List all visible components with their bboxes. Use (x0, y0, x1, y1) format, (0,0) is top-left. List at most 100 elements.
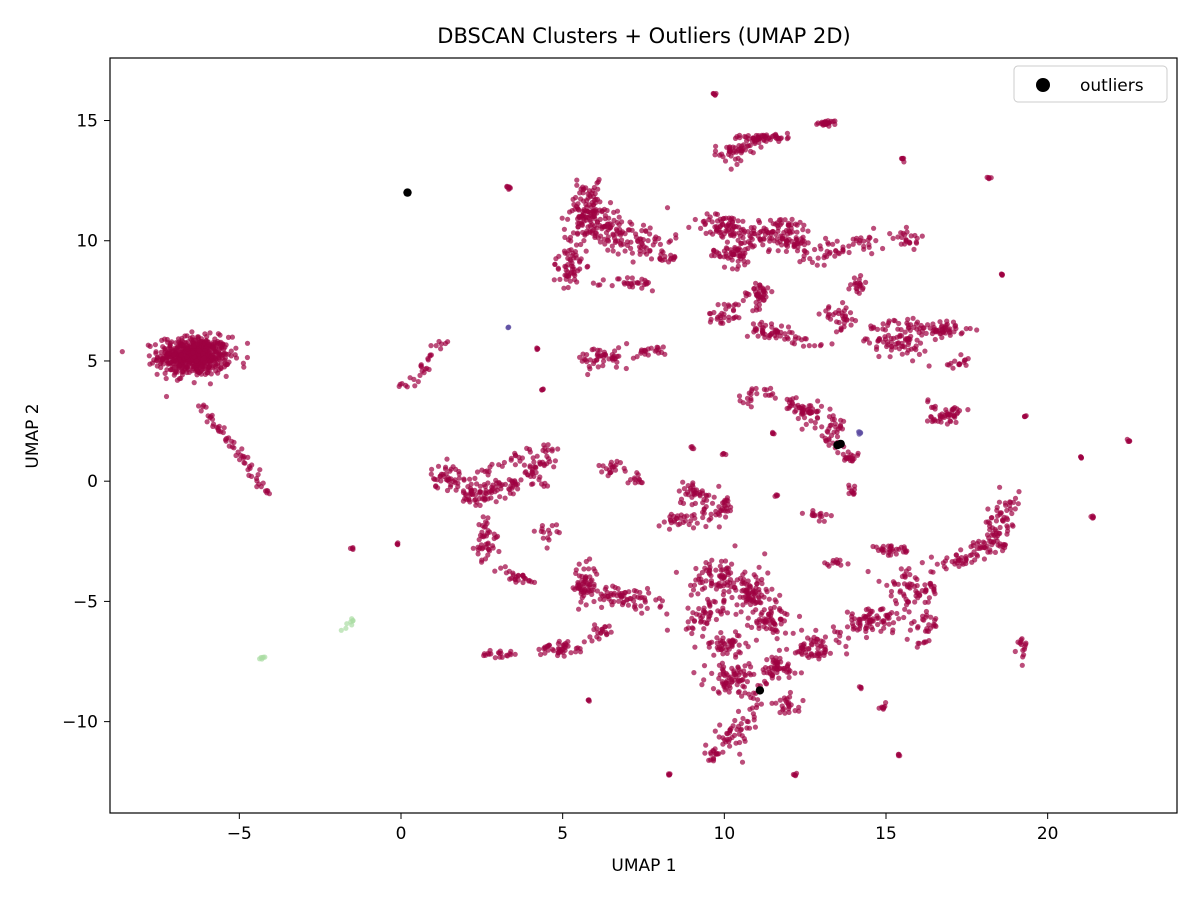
data-point (505, 184, 511, 190)
data-point (573, 649, 579, 655)
data-point (633, 606, 639, 612)
data-point (814, 262, 820, 268)
data-point (797, 219, 803, 225)
data-point (724, 610, 731, 616)
data-point (524, 445, 530, 451)
data-point (742, 250, 748, 256)
data-point (184, 346, 191, 352)
data-point (467, 476, 473, 482)
data-point (721, 499, 727, 505)
data-point (896, 546, 902, 552)
data-point (759, 293, 765, 299)
data-point (703, 523, 709, 530)
data-point (797, 259, 803, 265)
data-point (573, 255, 580, 261)
data-point (721, 301, 727, 307)
data-point (744, 718, 750, 725)
data-point (819, 643, 825, 649)
data-point (701, 677, 707, 683)
data-point (823, 511, 829, 518)
data-point (840, 300, 846, 306)
data-point (791, 242, 797, 248)
data-point (673, 235, 679, 241)
data-point (748, 597, 754, 603)
data-point (799, 426, 805, 432)
data-point (608, 629, 614, 635)
data-point (444, 456, 450, 462)
data-point (584, 204, 590, 210)
data-point (545, 527, 552, 533)
data-point (604, 221, 611, 227)
data-point (815, 398, 821, 404)
data-point (768, 612, 774, 619)
data-point (595, 630, 601, 636)
data-point (592, 191, 598, 197)
data-point (996, 499, 1003, 505)
data-point (239, 446, 245, 452)
data-point (718, 558, 725, 564)
data-point (939, 334, 945, 341)
data-point (784, 130, 791, 136)
data-point (844, 609, 851, 615)
data-point (721, 597, 727, 603)
data-point (622, 248, 628, 254)
data-point (570, 230, 577, 236)
data-point (801, 415, 808, 421)
data-point (620, 599, 626, 605)
data-point (794, 229, 800, 235)
data-point (867, 617, 874, 623)
data-point (815, 636, 821, 642)
legend-box (1013, 65, 1168, 103)
data-point (728, 570, 734, 576)
data-point (732, 584, 738, 591)
data-point (641, 249, 647, 255)
data-point (640, 222, 647, 228)
data-point (731, 639, 737, 645)
data-point (520, 579, 526, 586)
data-point (592, 233, 598, 239)
data-point (1009, 510, 1015, 517)
data-point (834, 319, 840, 325)
data-point (1008, 506, 1014, 512)
data-point (734, 266, 740, 272)
data-point (944, 318, 950, 324)
data-point (476, 522, 482, 528)
data-point (210, 345, 216, 351)
data-point (586, 566, 592, 572)
data-point (778, 329, 784, 335)
data-point (528, 579, 535, 585)
data-point (816, 656, 822, 662)
data-point (775, 135, 781, 141)
data-point (816, 311, 822, 317)
data-point (747, 706, 753, 712)
data-point (254, 484, 260, 490)
data-point (916, 351, 923, 357)
y-tick-label: −10 (62, 713, 98, 733)
data-point (754, 391, 760, 397)
data-point (876, 336, 882, 342)
data-point (582, 575, 589, 581)
data-point (597, 347, 603, 353)
data-point (412, 383, 418, 389)
data-point (579, 595, 585, 601)
data-point (461, 476, 467, 482)
data-point (745, 143, 752, 149)
data-point (840, 451, 846, 457)
data-point (652, 236, 658, 242)
data-point (590, 280, 597, 286)
data-point (718, 640, 724, 646)
data-point (733, 740, 739, 746)
data-point (685, 619, 691, 625)
data-point (895, 326, 901, 332)
data-point (191, 354, 197, 360)
data-point (205, 339, 211, 345)
data-point (726, 589, 732, 595)
data-point (615, 276, 621, 282)
data-point (709, 670, 715, 677)
data-point (578, 241, 584, 248)
data-point (750, 308, 756, 314)
data-point (472, 492, 479, 498)
data-point (545, 442, 551, 448)
data-point (594, 210, 600, 216)
data-point (818, 510, 824, 516)
